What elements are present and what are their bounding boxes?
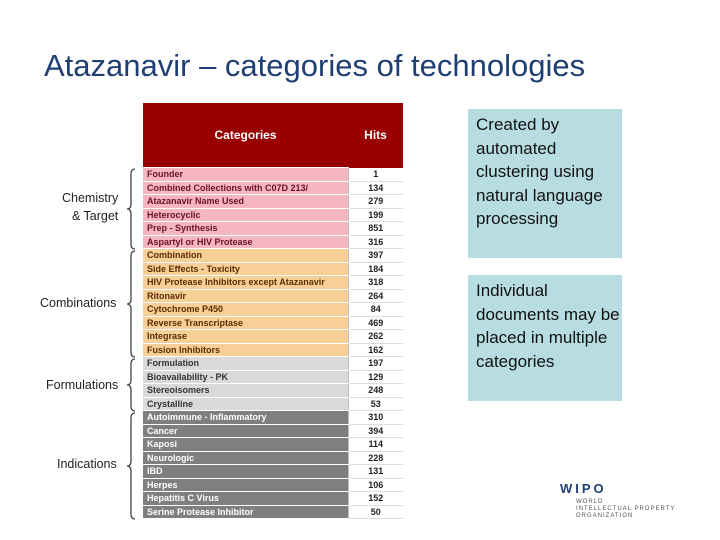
table-row: Aspartyl or HIV Protease 316 bbox=[143, 235, 403, 249]
category-cell: Hepatitis C Virus bbox=[143, 491, 348, 506]
category-cell: Cancer bbox=[143, 424, 348, 438]
table-row: Cytochrome P450 84 bbox=[143, 302, 403, 317]
category-cell: Stereoisomers bbox=[143, 383, 348, 398]
category-cell: IBD bbox=[143, 464, 348, 479]
category-cell: Formulation bbox=[143, 356, 348, 371]
group-label-combinations: Combinations bbox=[40, 296, 117, 310]
hits-cell: 264 bbox=[347, 289, 403, 303]
category-cell: Autoimmune - Inflammatory bbox=[143, 410, 348, 425]
group-label-formulations: Formulations bbox=[46, 378, 119, 392]
hits-cell: 50 bbox=[347, 505, 403, 519]
table-row: Combined Collections with C07D 213/134 bbox=[143, 181, 403, 195]
bracket-chemistry bbox=[126, 168, 136, 250]
info-box-clustering: Created by automated clustering using na… bbox=[468, 109, 622, 258]
hits-cell: 84 bbox=[347, 302, 403, 317]
table-row: Neurologic 228 bbox=[143, 451, 403, 465]
table-row: IBD 131 bbox=[143, 464, 403, 479]
category-cell: Combination bbox=[143, 248, 348, 263]
categories-table: Categories Hits Founder 1 Combined Collect… bbox=[143, 103, 403, 519]
table-row: Reverse Transcriptase 469 bbox=[143, 316, 403, 330]
category-cell: Prep - Synthesis bbox=[143, 221, 348, 236]
table-row: Hepatitis C Virus 152 bbox=[143, 491, 403, 506]
slide-title: Atazanavir – categories of technologies bbox=[44, 48, 586, 83]
table-row: Fusion Inhibitors 162 bbox=[143, 343, 403, 357]
hits-cell: 197 bbox=[347, 356, 403, 371]
category-cell: Neurologic bbox=[143, 451, 348, 465]
bracket-combinations bbox=[126, 250, 136, 358]
table-row: Crystalline 53 bbox=[143, 397, 403, 411]
hits-cell: 248 bbox=[347, 383, 403, 398]
table-row: Herpes 106 bbox=[143, 478, 403, 492]
table-row: Stereoisomers 248 bbox=[143, 383, 403, 398]
category-cell: Integrase bbox=[143, 329, 348, 344]
category-cell: Bioavailability - PK bbox=[143, 370, 348, 384]
hits-cell: 184 bbox=[347, 262, 403, 276]
hits-cell: 310 bbox=[347, 410, 403, 425]
category-cell: HIV Protease Inhibitors except Atazanavi… bbox=[143, 275, 348, 290]
hits-cell: 394 bbox=[347, 424, 403, 438]
table-row: Side Effects - Toxicity 184 bbox=[143, 262, 403, 276]
hits-cell: 1 bbox=[347, 167, 403, 182]
hits-cell: 131 bbox=[347, 464, 403, 479]
group-label-chemistry: Chemistry & Target bbox=[62, 191, 119, 223]
hits-cell: 279 bbox=[347, 194, 403, 209]
table-row: Heterocyclic 199 bbox=[143, 208, 403, 222]
category-cell: Serine Protease Inhibitor bbox=[143, 505, 348, 519]
category-cell: Founder bbox=[143, 167, 348, 182]
table-row: HIV Protease Inhibitors except Atazanavi… bbox=[143, 275, 403, 290]
category-cell: Ritonavir bbox=[143, 289, 348, 303]
header-categories: Categories bbox=[143, 103, 348, 168]
table-row: Bioavailability - PK 129 bbox=[143, 370, 403, 384]
table-row: Autoimmune - Inflammatory 310 bbox=[143, 410, 403, 425]
category-cell: Heterocyclic bbox=[143, 208, 348, 222]
group-label-indications: Indications bbox=[57, 457, 117, 471]
bracket-formulations bbox=[126, 358, 136, 412]
table-row: Combination 397 bbox=[143, 248, 403, 263]
hits-cell: 129 bbox=[347, 370, 403, 384]
table-row: Atazanavir Name Used 279 bbox=[143, 194, 403, 209]
category-cell: Kaposi bbox=[143, 437, 348, 452]
category-cell: Cytochrome P450 bbox=[143, 302, 348, 317]
table-row: Founder 1 bbox=[143, 167, 403, 182]
category-cell: Crystalline bbox=[143, 397, 348, 411]
hits-cell: 851 bbox=[347, 221, 403, 236]
header-hits: Hits bbox=[348, 103, 403, 168]
hits-cell: 469 bbox=[347, 316, 403, 330]
hits-cell: 397 bbox=[347, 248, 403, 263]
hits-cell: 106 bbox=[347, 478, 403, 492]
category-cell: Reverse Transcriptase bbox=[143, 316, 348, 330]
table-row: Prep - Synthesis 851 bbox=[143, 221, 403, 236]
wipo-logo: WIPO WORLD INTELLECTUAL PROPERTY ORGANIZ… bbox=[560, 481, 676, 519]
hits-cell: 162 bbox=[347, 343, 403, 357]
category-cell: Herpes bbox=[143, 478, 348, 492]
hits-cell: 318 bbox=[347, 275, 403, 290]
hits-cell: 228 bbox=[347, 451, 403, 465]
bracket-indications bbox=[126, 412, 136, 520]
table-row: Ritonavir 264 bbox=[143, 289, 403, 303]
table-row: Kaposi 114 bbox=[143, 437, 403, 452]
table-row: Serine Protease Inhibitor 50 bbox=[143, 505, 403, 519]
hits-cell: 262 bbox=[347, 329, 403, 344]
hits-cell: 134 bbox=[347, 181, 403, 195]
category-cell: Fusion Inhibitors bbox=[143, 343, 348, 357]
category-cell: Aspartyl or HIV Protease bbox=[143, 235, 348, 249]
table-row: Integrase 262 bbox=[143, 329, 403, 344]
table-header-row: Categories Hits bbox=[143, 103, 403, 168]
table-row: Formulation 197 bbox=[143, 356, 403, 371]
hits-cell: 316 bbox=[347, 235, 403, 249]
hits-cell: 114 bbox=[347, 437, 403, 452]
hits-cell: 152 bbox=[347, 491, 403, 506]
table-row: Cancer 394 bbox=[143, 424, 403, 438]
hits-cell: 199 bbox=[347, 208, 403, 222]
category-cell: Atazanavir Name Used bbox=[143, 194, 348, 209]
hits-cell: 53 bbox=[347, 397, 403, 411]
category-cell: Combined Collections with C07D 213/ bbox=[143, 181, 348, 195]
info-box-multiple-categories: Individual documents may be placed in mu… bbox=[468, 275, 622, 401]
category-cell: Side Effects - Toxicity bbox=[143, 262, 348, 276]
wipo-logo-text: WIPO bbox=[560, 481, 607, 496]
